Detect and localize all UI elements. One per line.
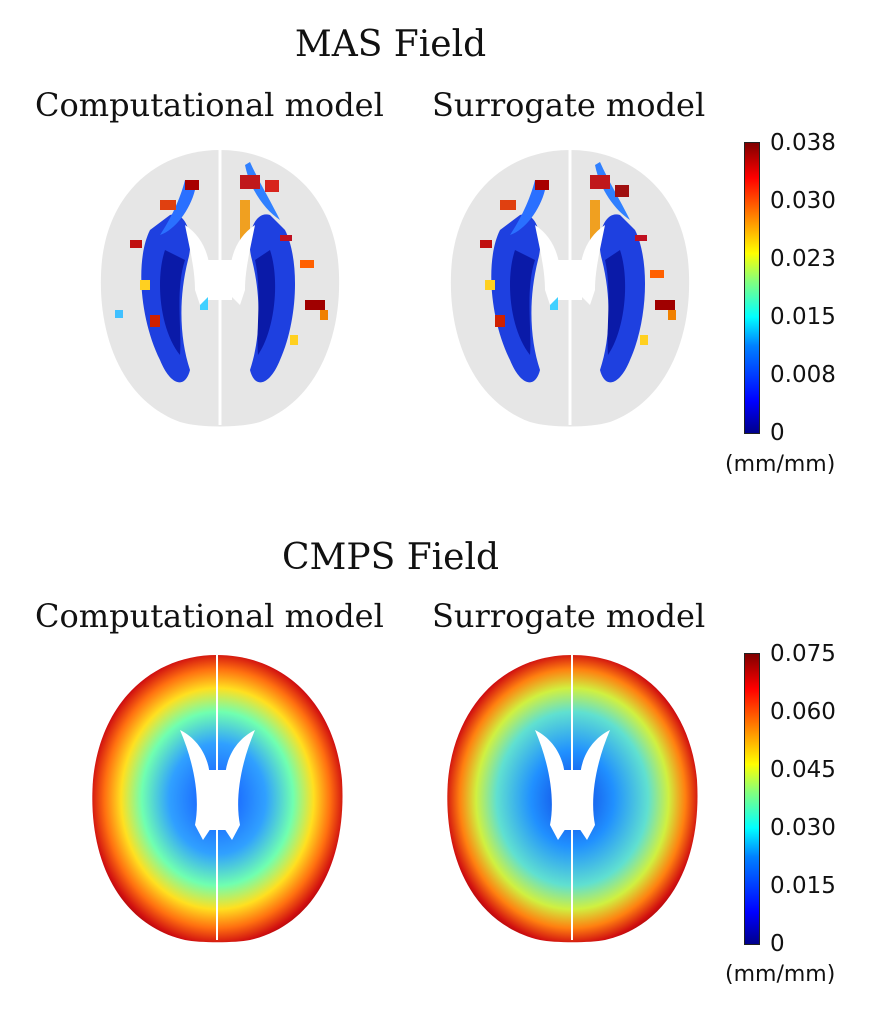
mas-surrogate-brain (450, 150, 690, 427)
cmps-tick-3: 0.045 (770, 757, 836, 783)
mas-tick-3: 0.023 (770, 246, 836, 272)
mas-colorbar (744, 142, 760, 434)
cmps-computational-brain (92, 655, 343, 943)
mas-tick-1: 0.038 (770, 130, 836, 156)
mas-tick-6: 0 (770, 420, 785, 446)
cmps-left-label: Computational model (35, 597, 384, 635)
cmps-tick-4: 0.030 (770, 815, 836, 841)
mas-computational-brain (100, 150, 340, 427)
mas-right-label: Surrogate model (432, 86, 706, 124)
mas-tick-2: 0.030 (770, 188, 836, 214)
cmps-surrogate-brain (447, 655, 698, 943)
cmps-tick-5: 0.015 (770, 873, 836, 899)
mas-unit: (mm/mm) (725, 452, 836, 477)
cmps-title: CMPS Field (281, 537, 500, 578)
mas-left-label: Computational model (35, 86, 384, 124)
cmps-unit: (mm/mm) (725, 962, 836, 987)
mas-tick-5: 0.008 (770, 362, 836, 388)
mas-title: MAS Field (294, 24, 487, 65)
cmps-colorbar (744, 653, 760, 945)
cmps-tick-6: 0 (770, 931, 785, 957)
cmps-tick-1: 0.075 (770, 641, 836, 667)
cmps-right-label: Surrogate model (432, 597, 706, 635)
cmps-tick-2: 0.060 (770, 699, 836, 725)
mas-tick-4: 0.015 (770, 304, 836, 330)
